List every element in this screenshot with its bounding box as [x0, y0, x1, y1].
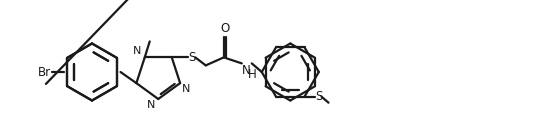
- Text: N: N: [242, 64, 251, 77]
- Text: N: N: [147, 100, 155, 110]
- Text: S: S: [188, 51, 195, 64]
- Text: N: N: [134, 46, 142, 56]
- Text: Br: Br: [38, 66, 50, 79]
- Text: H: H: [248, 68, 257, 81]
- Text: N: N: [182, 84, 190, 94]
- Text: S: S: [315, 90, 322, 103]
- Text: O: O: [220, 22, 229, 35]
